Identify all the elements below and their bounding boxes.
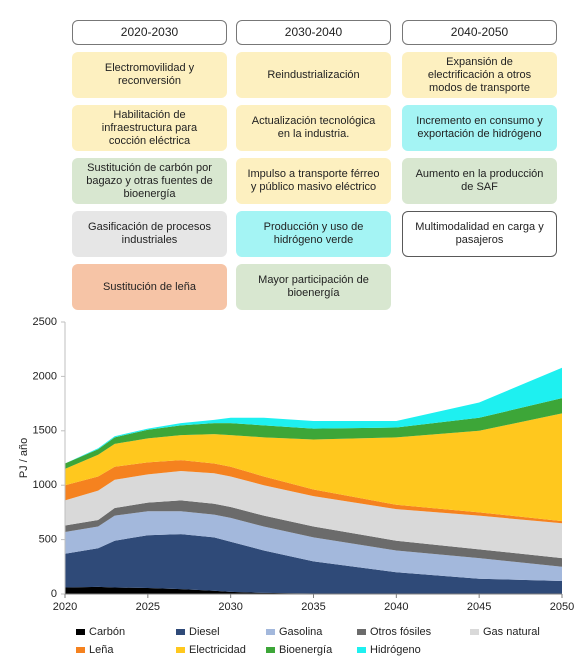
area <box>65 511 562 581</box>
legend-label: Carbón <box>89 626 125 638</box>
action-box: Electromovilidad y reconversión <box>72 52 227 98</box>
period-header: 2040-2050 <box>402 20 557 45</box>
action-box: Habilitación de infraestructura para coc… <box>72 105 227 151</box>
action-box: Multimodalidad en carga y pasajeros <box>402 211 557 257</box>
x-tick-label: 2030 <box>218 601 242 613</box>
y-tick-label: 2500 <box>33 316 57 328</box>
legend-marker <box>176 647 185 653</box>
legend-marker <box>266 629 275 635</box>
legend-marker <box>266 647 275 653</box>
period-header: 2030-2040 <box>236 20 391 45</box>
legend-label: Otros fósiles <box>370 626 432 638</box>
legend-label: Diesel <box>189 626 220 638</box>
area <box>65 500 562 567</box>
legend-label: Bioenergía <box>279 644 333 656</box>
action-box: Producción y uso de hidrógeno verde <box>236 211 391 257</box>
legend-marker <box>76 647 85 653</box>
y-tick-label: 500 <box>39 534 57 546</box>
legend-marker <box>357 647 366 653</box>
y-tick-label: 1500 <box>33 425 57 437</box>
x-tick-label: 2025 <box>136 601 160 613</box>
area <box>65 471 562 559</box>
action-box: Gasificación de procesos industriales <box>72 211 227 257</box>
x-tick-label: 2020 <box>53 601 77 613</box>
legend-marker <box>176 629 185 635</box>
x-tick-label: 2035 <box>301 601 325 613</box>
action-box: Impulso a transporte férreo y público ma… <box>236 158 391 204</box>
action-box: Sustitución de leña <box>72 264 227 310</box>
area <box>65 534 562 594</box>
legend-label: Gasolina <box>279 626 323 638</box>
area <box>65 460 562 524</box>
area <box>65 413 562 522</box>
legend-marker <box>76 629 85 635</box>
y-tick-label: 2000 <box>33 370 57 382</box>
action-box: Incremento en consumo y exportación de h… <box>402 105 557 151</box>
x-tick-label: 2045 <box>467 601 491 613</box>
legend-marker <box>357 629 366 635</box>
y-tick-label: 0 <box>51 588 57 600</box>
action-box: Reindustrialización <box>236 52 391 98</box>
legend-label: Hidrógeno <box>370 644 421 656</box>
area <box>65 586 562 594</box>
legend-label: Electricidad <box>189 644 246 656</box>
action-box: Mayor participación de bioenergía <box>236 264 391 310</box>
action-box: Sustitución de carbón por bagazo y otras… <box>72 158 227 204</box>
legend-label: Leña <box>89 644 114 656</box>
action-box: Aumento en la producción de SAF <box>402 158 557 204</box>
y-axis-label: PJ / año <box>18 438 30 478</box>
legend-label: Gas natural <box>483 626 540 638</box>
x-tick-label: 2050 <box>550 601 574 613</box>
area <box>65 367 562 464</box>
x-tick-label: 2040 <box>384 601 408 613</box>
period-header: 2020-2030 <box>72 20 227 45</box>
area <box>65 398 562 469</box>
legend-marker <box>470 629 479 635</box>
action-box: Expansión de electrificación a otros mod… <box>402 52 557 98</box>
action-box: Actualización tecnológica en la industri… <box>236 105 391 151</box>
y-tick-label: 1000 <box>33 479 57 491</box>
